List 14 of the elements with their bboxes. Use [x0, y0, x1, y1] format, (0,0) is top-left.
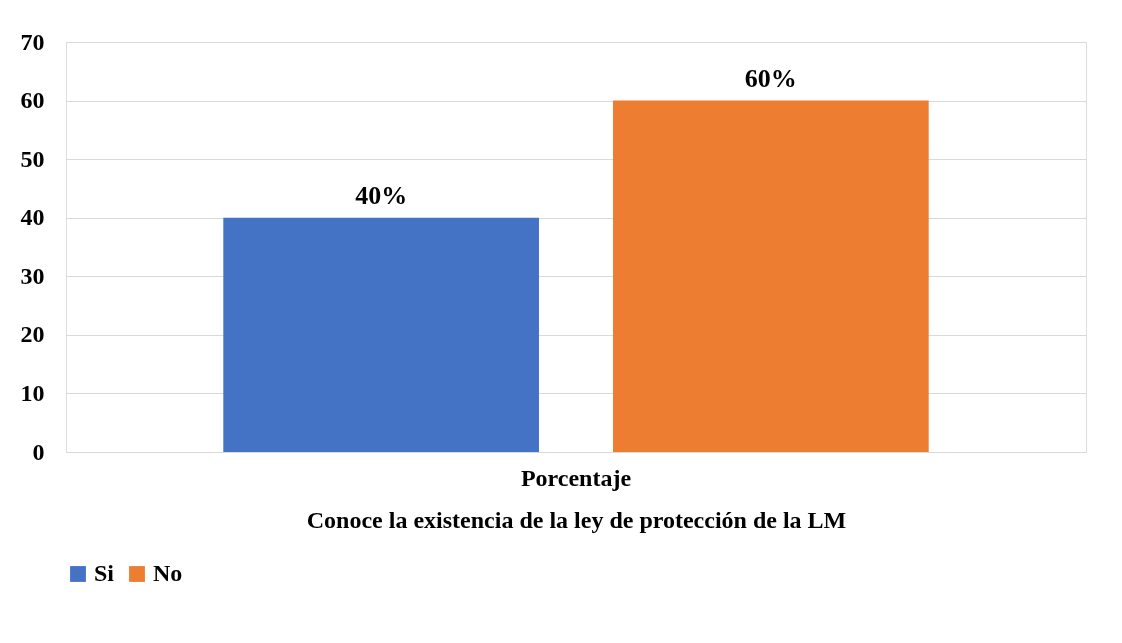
y-tick-label: 40	[20, 204, 45, 231]
x-tick-label: Porcentaje	[520, 464, 632, 491]
legend-label: No	[153, 560, 183, 586]
y-tick-label: 70	[20, 28, 45, 55]
data-label: 40%	[355, 180, 408, 210]
y-tick-label: 60	[20, 87, 45, 114]
y-tick-label: 10	[20, 379, 45, 406]
y-tick-label: 0	[32, 438, 45, 465]
x-axis-title: Conoce la existencia de la ley de protección de la LM	[306, 506, 847, 533]
y-tick-label: 30	[20, 262, 45, 289]
y-tick-label: 20	[20, 321, 45, 348]
y-tick-label: 50	[20, 145, 45, 172]
data-label: 60%	[744, 63, 797, 93]
legend-label: Si	[94, 560, 115, 586]
